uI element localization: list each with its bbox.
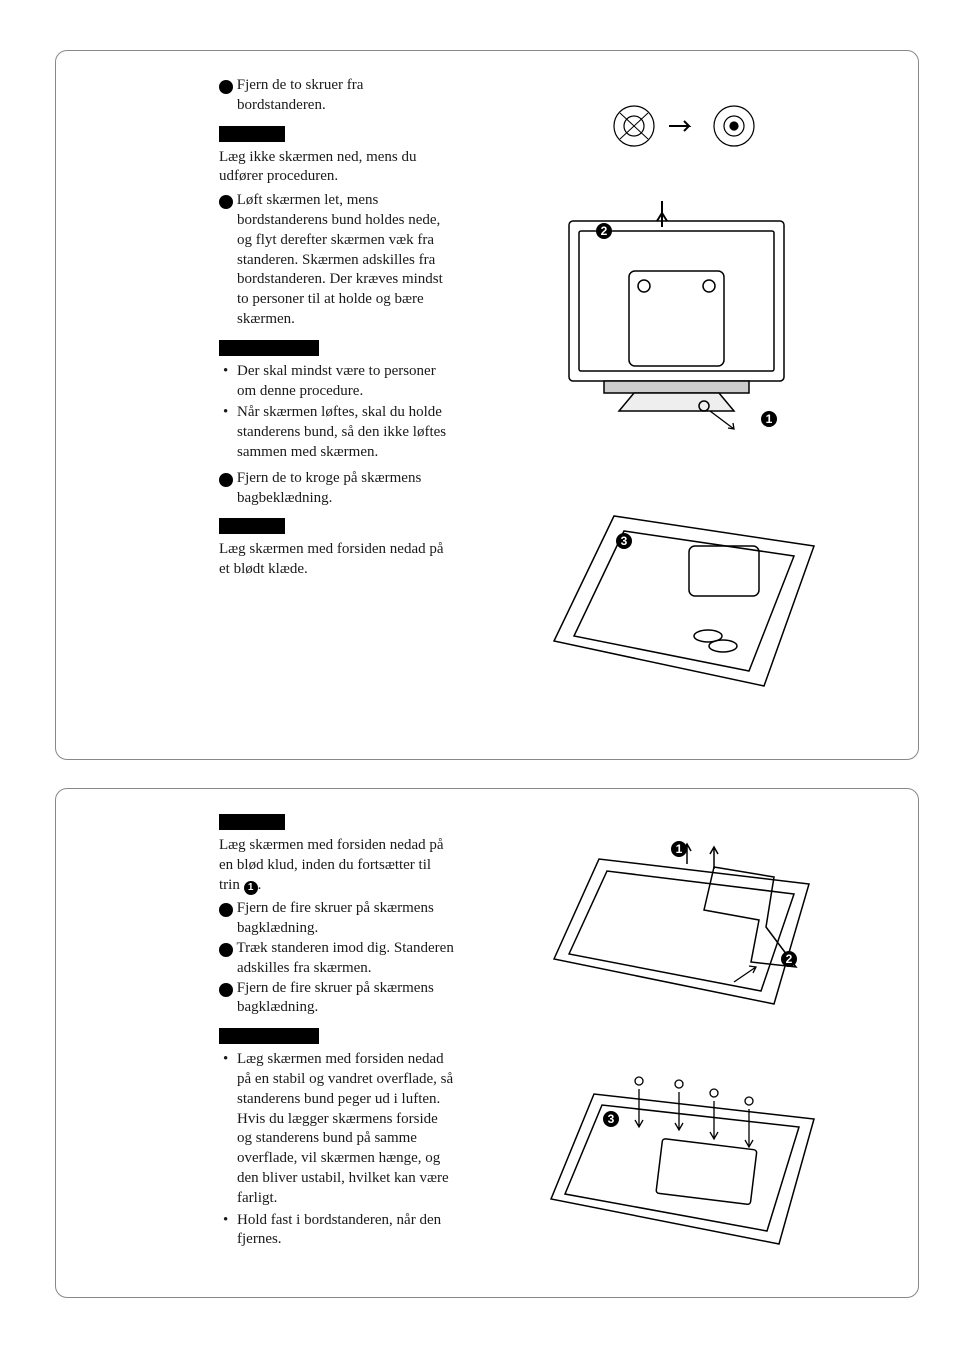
heading-bar xyxy=(219,1028,319,1044)
heading-bar xyxy=(219,340,319,356)
panel1-note-a: Der skal mindst være to personer om denn… xyxy=(219,362,454,402)
panel2-intro: Læg skærmen med forsiden nedad på en blø… xyxy=(219,836,454,895)
panel1-step1: 1 Fjern de to skruer fra bordstanderen. xyxy=(219,76,454,116)
panel1-caution1: Læg ikke skærmen ned, mens du udfører pr… xyxy=(219,148,454,188)
panel2-step2: 2 Træk standeren imod dig. Standeren ads… xyxy=(219,939,454,979)
panel2-text: Læg skærmen med forsiden nedad på en blø… xyxy=(84,814,454,1272)
panel2-note-a: Læg skærmen med forsiden nedad på en sta… xyxy=(219,1050,454,1208)
heading-bar xyxy=(219,126,285,142)
panel2-step1-text: Fjern de fire skruer på skærmens bagklæd… xyxy=(237,900,434,936)
heading-bar xyxy=(219,518,285,534)
heading-bar xyxy=(219,814,285,830)
panel2-step2-text: Træk standeren imod dig. Standeren adski… xyxy=(236,940,453,976)
panel2-images: 1 2 xyxy=(474,814,893,1272)
callout-1: 1 xyxy=(675,842,682,856)
numbered-icon-1: 1 xyxy=(244,881,258,895)
callout-1: 1 xyxy=(765,412,772,426)
panel2-intro-b: . xyxy=(258,877,262,893)
panel2-note-b: Hold fast i bordstanderen, når den fjern… xyxy=(219,1211,454,1251)
diagram-tv-on-stand: 2 1 xyxy=(544,191,824,461)
panel1-caution2: Læg skærmen med forsiden nedad på et blø… xyxy=(219,540,454,580)
panel1-images: 2 1 3 xyxy=(474,76,893,734)
numbered-icon-1: 1 xyxy=(219,903,233,917)
diagram-knob-detail xyxy=(584,91,784,161)
callout-3: 3 xyxy=(607,1112,614,1126)
instruction-panel-1: 1 Fjern de to skruer fra bordstanderen. … xyxy=(55,50,919,760)
diagram-remove-screws-bottom: 3 xyxy=(539,1059,829,1269)
callout-2: 2 xyxy=(785,952,792,966)
panel2-step3: 3 Fjern de fire skruer på skærmens bagkl… xyxy=(219,979,454,1019)
panel1-text: 1 Fjern de to skruer fra bordstanderen. … xyxy=(84,76,454,734)
panel1-step3: 3 Fjern de to kroge på skærmens bagbeklæ… xyxy=(219,469,454,509)
panel1-note-b: Når skærmen løftes, skal du holde stande… xyxy=(219,403,454,462)
numbered-icon-3: 3 xyxy=(219,983,233,997)
panel1-step1-text: Fjern de to skruer fra bordstanderen. xyxy=(237,77,364,113)
numbered-icon-3: 3 xyxy=(219,473,233,487)
panel1-step2-text: Løft skærmen let, mens bordstanderens bu… xyxy=(237,192,443,327)
numbered-icon-2: 2 xyxy=(219,943,233,957)
diagram-remove-stand-top: 1 2 xyxy=(539,829,829,1029)
callout-2: 2 xyxy=(600,224,607,238)
callout-3: 3 xyxy=(620,534,627,548)
numbered-icon-1: 1 xyxy=(219,80,233,94)
panel1-step3-text: Fjern de to kroge på skærmens bagbeklædn… xyxy=(237,470,422,506)
panel2-step1: 1 Fjern de fire skruer på skærmens bagkl… xyxy=(219,899,454,939)
diagram-tv-face-down-1: 3 xyxy=(539,491,829,711)
panel2-step3-text: Fjern de fire skruer på skærmens bagklæd… xyxy=(237,980,434,1016)
panel1-step2: 2 Løft skærmen let, mens bordstanderens … xyxy=(219,191,454,330)
instruction-panel-2: Læg skærmen med forsiden nedad på en blø… xyxy=(55,788,919,1298)
numbered-icon-2: 2 xyxy=(219,195,233,209)
